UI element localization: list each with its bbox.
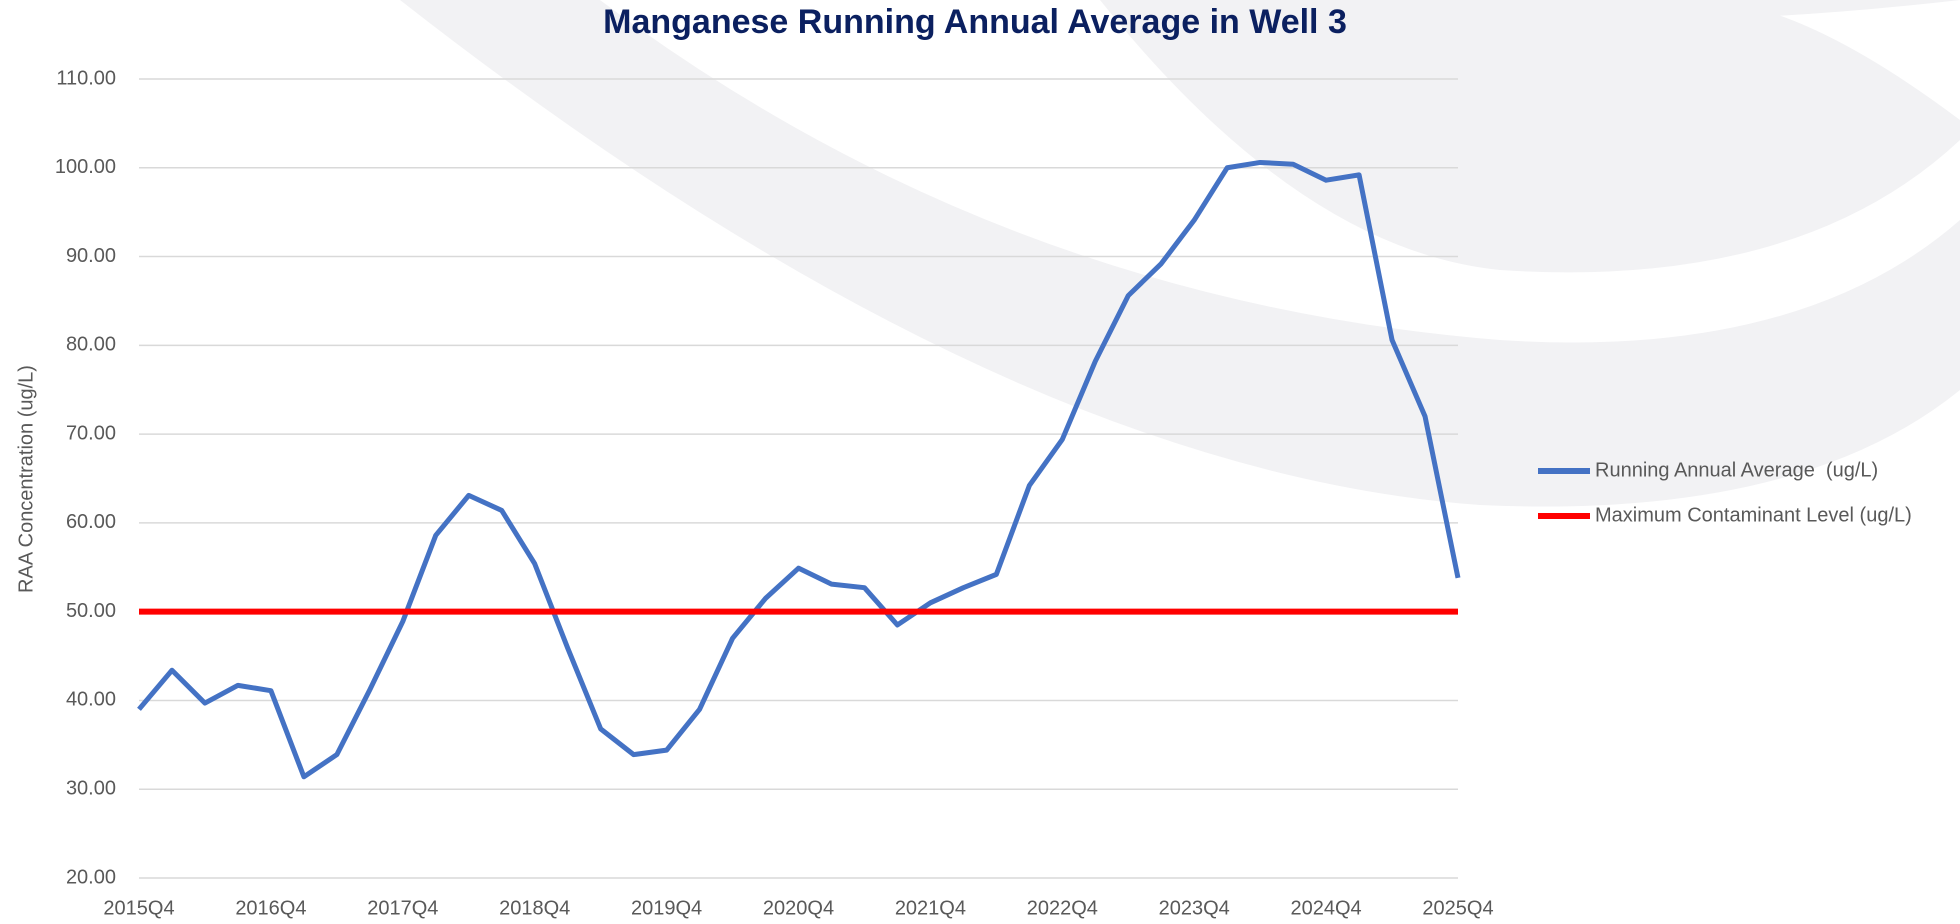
background-swooshes	[400, 0, 1960, 507]
y-tick-label: 110.00	[56, 67, 116, 89]
x-tick-label: 2018Q4	[499, 897, 570, 919]
swoosh	[1200, 0, 1960, 20]
y-tick-label: 70.00	[66, 422, 116, 444]
x-tick-label: 2015Q4	[103, 897, 174, 919]
legend-label: Running Annual Average (ug/L)	[1595, 459, 1878, 481]
y-tick-label: 80.00	[66, 334, 116, 356]
x-tick-label: 2022Q4	[1027, 897, 1098, 919]
y-tick-label: 50.00	[66, 600, 116, 622]
x-tick-label: 2017Q4	[367, 897, 438, 919]
x-tick-label: 2024Q4	[1291, 897, 1362, 919]
y-tick-label: 100.00	[55, 156, 116, 178]
y-axis-label: RAA Concentration (ug/L)	[15, 365, 37, 593]
x-tick-label: 2016Q4	[235, 897, 306, 919]
x-tick-label: 2025Q4	[1422, 897, 1493, 919]
x-tick-label: 2020Q4	[763, 897, 834, 919]
swoosh	[880, 0, 1960, 273]
x-tick-label: 2023Q4	[1159, 897, 1230, 919]
series-line	[137, 159, 1461, 780]
swoosh	[400, 0, 1960, 507]
x-tick-label: 2021Q4	[895, 897, 966, 919]
y-tick-label: 30.00	[66, 778, 116, 800]
x-tick-label: 2019Q4	[631, 897, 702, 919]
y-tick-label: 60.00	[66, 511, 116, 533]
y-tick-label: 40.00	[66, 689, 116, 711]
y-tick-label: 20.00	[66, 866, 116, 888]
chart-title: Manganese Running Annual Average in Well…	[603, 3, 1347, 41]
legend-label: Maximum Contaminant Level (ug/L)	[1595, 504, 1912, 526]
y-tick-label: 90.00	[66, 245, 116, 267]
